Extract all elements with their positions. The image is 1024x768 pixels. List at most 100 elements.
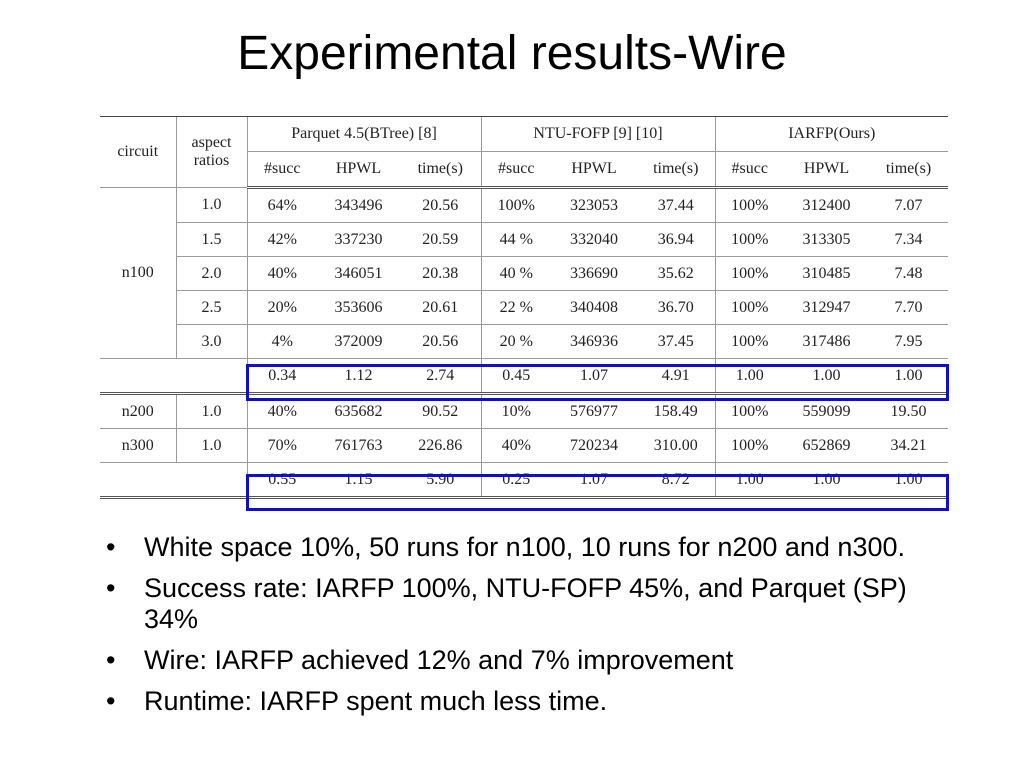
- data-cell: 337230: [317, 222, 400, 257]
- header-group-parquet: Parquet 4.5(BTree) [8]: [246, 116, 481, 152]
- data-cell: 317486: [784, 324, 869, 359]
- data-cell: 37.45: [637, 324, 715, 359]
- table-row: n300 1.0 70% 761763 226.86 40% 720234 310.00 100…: [100, 428, 948, 463]
- bullet-item: • Success rate: IARFP 100%, NTU-FOFP 45%,…: [106, 573, 936, 635]
- bullet-dot-icon: •: [106, 645, 116, 675]
- data-cell: 20.56: [400, 187, 481, 223]
- data-cell: 20.59: [400, 222, 481, 257]
- n100-normalized-row: 0.34 1.12 2.74 0.45 1.07 4.91 1.00 1.00 1.00: [100, 358, 948, 395]
- data-cell: 19.50: [869, 393, 948, 429]
- table-row: 2.5 20% 353606 20.61 22 % 340408 36.70 100% 3129…: [100, 290, 948, 325]
- normalized-cell: 1.07: [551, 358, 637, 395]
- bullet-text: Success rate: IARFP 100%, NTU-FOFP 45%, …: [144, 573, 907, 634]
- bullet-text: Wire: IARFP achieved 12% and 7% improvem…: [144, 645, 734, 675]
- data-cell: 336690: [551, 256, 637, 291]
- data-cell: 20 %: [480, 324, 551, 359]
- bullet-text: Runtime: IARFP spent much less time.: [144, 686, 608, 716]
- normalized-cell: 1.00: [784, 462, 869, 499]
- aspect-ratio-cell: 3.0: [175, 324, 247, 359]
- n100-body: n100 1.0 64% 343496 20.56 100% 323053 37.44 100%…: [100, 187, 948, 359]
- normalized-cell: 1.00: [714, 358, 784, 395]
- data-cell: 310.00: [637, 428, 715, 463]
- table-row: 1.5 42% 337230 20.59 44 % 332040 36.94 100% 3133…: [100, 222, 948, 257]
- data-cell: 226.86: [400, 428, 481, 463]
- subheader-time: time(s): [637, 151, 715, 189]
- data-cell: 4%: [246, 324, 317, 359]
- subheader-succ: #succ: [480, 151, 551, 189]
- normalized-cell: 0.34: [246, 358, 317, 395]
- subheader-succ: #succ: [246, 151, 317, 189]
- data-cell: 7.48: [869, 256, 948, 291]
- aspect-ratio-cell: 2.0: [175, 256, 247, 291]
- bullet-dot-icon: •: [106, 532, 116, 562]
- bullet-item: • White space 10%, 50 runs for n100, 10 r…: [106, 532, 936, 563]
- data-cell: 20.38: [400, 256, 481, 291]
- normalized-cell: 0.25: [480, 462, 551, 499]
- data-cell: 100%: [714, 187, 784, 223]
- data-cell: 310485: [784, 256, 869, 291]
- data-cell: 20.56: [400, 324, 481, 359]
- data-cell: 36.70: [637, 290, 715, 325]
- data-cell: 20%: [246, 290, 317, 325]
- normalized-cell: 2.74: [400, 358, 481, 395]
- results-table: circuit aspect ratios Parquet 4.5(BTree)…: [100, 116, 948, 499]
- subheader-succ: #succ: [714, 151, 784, 189]
- table-row: 2.0 40% 346051 20.38 40 % 336690 35.62 100% 3104…: [100, 256, 948, 291]
- normalized-cell: 1.12: [317, 358, 400, 395]
- data-cell: 353606: [317, 290, 400, 325]
- data-cell: 100%: [714, 222, 784, 257]
- slide-title: Experimental results-Wire: [237, 27, 787, 80]
- data-cell: 40%: [246, 393, 317, 429]
- header-group-iarfp: IARFP(Ours): [714, 116, 948, 152]
- data-cell: 36.94: [637, 222, 715, 257]
- bullet-list: • White space 10%, 50 runs for n100, 10 r…: [106, 532, 936, 727]
- aspect-ratio-cell: 1.0: [175, 393, 247, 429]
- data-cell: 559099: [784, 393, 869, 429]
- circuit-n100: n100: [100, 187, 176, 359]
- data-cell: 37.44: [637, 187, 715, 223]
- data-cell: 346051: [317, 256, 400, 291]
- data-cell: 100%: [714, 290, 784, 325]
- subheader-hpwl: HPWL: [784, 151, 869, 189]
- normalized-cell: 1.00: [869, 358, 948, 395]
- data-cell: 100%: [714, 428, 784, 463]
- data-cell: 100%: [714, 256, 784, 291]
- data-cell: 720234: [551, 428, 637, 463]
- data-cell: 100%: [480, 187, 551, 223]
- bullet-item: • Wire: IARFP achieved 12% and 7% improve…: [106, 645, 936, 676]
- data-cell: 64%: [246, 187, 317, 223]
- data-cell: 340408: [551, 290, 637, 325]
- subheader-hpwl: HPWL: [317, 151, 400, 189]
- subheader-time: time(s): [400, 151, 481, 189]
- data-cell: 10%: [480, 393, 551, 429]
- normalized-cell: 1.00: [869, 462, 948, 499]
- bullet-item: • Runtime: IARFP spent much less time.: [106, 686, 936, 717]
- header-aspect-ratios: aspect ratios: [175, 116, 247, 188]
- normalized-cell: 1.15: [317, 462, 400, 499]
- data-cell: 40%: [246, 256, 317, 291]
- data-cell: 7.95: [869, 324, 948, 359]
- data-cell: 576977: [551, 393, 637, 429]
- normalized-cell: 4.91: [637, 358, 715, 395]
- data-cell: 35.62: [637, 256, 715, 291]
- data-cell: 761763: [317, 428, 400, 463]
- data-cell: 332040: [551, 222, 637, 257]
- data-cell: 40 %: [480, 256, 551, 291]
- normalized-cell: 1.07: [551, 462, 637, 499]
- subheader-time: time(s): [869, 151, 948, 189]
- data-cell: 100%: [714, 393, 784, 429]
- data-cell: 44 %: [480, 222, 551, 257]
- normalized-cell: 1.00: [714, 462, 784, 499]
- normalized-cell: 5.90: [400, 462, 481, 499]
- data-cell: 42%: [246, 222, 317, 257]
- data-cell: 40%: [480, 428, 551, 463]
- normalized-cell: 1.00: [784, 358, 869, 395]
- table-row: n200 1.0 40% 635682 90.52 10% 576977 158.49 100%…: [100, 393, 948, 429]
- aspect-ratio-cell: 1.5: [175, 222, 247, 257]
- data-cell: 70%: [246, 428, 317, 463]
- data-cell: 343496: [317, 187, 400, 223]
- bullet-dot-icon: •: [106, 686, 116, 716]
- table-row: n100 1.0 64% 343496 20.56 100% 323053 37.44 100%…: [100, 187, 948, 359]
- large-circuits-body: n200 1.0 40% 635682 90.52 10% 576977 158.49 100%…: [100, 393, 948, 463]
- aspect-ratio-cell: 2.5: [175, 290, 247, 325]
